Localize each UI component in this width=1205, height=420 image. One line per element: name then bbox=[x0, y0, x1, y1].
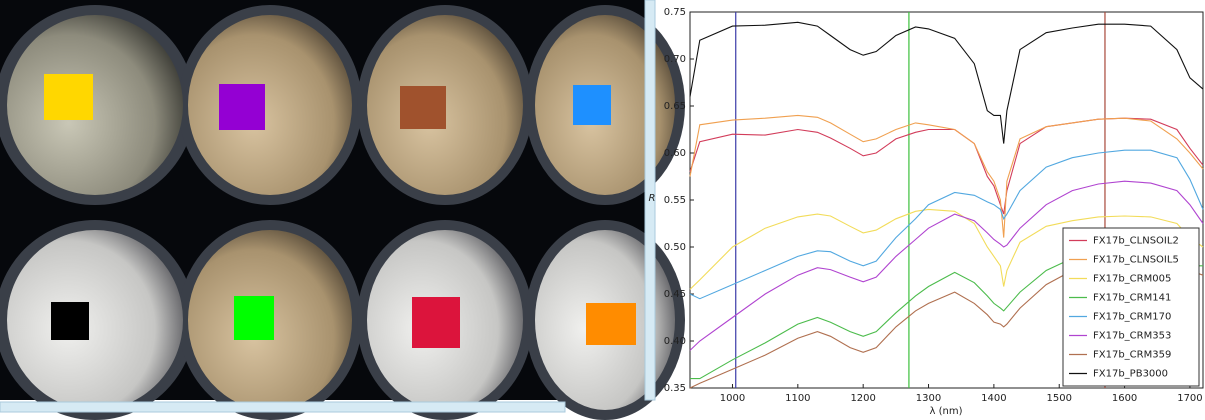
y-tick-label: 0.70 bbox=[664, 54, 686, 65]
x-tick-label: 1300 bbox=[916, 393, 941, 404]
legend-label: FX17b_CRM359 bbox=[1093, 350, 1171, 361]
legend-label: FX17b_CLNSOIL5 bbox=[1093, 255, 1179, 266]
y-tick-label: 0.55 bbox=[664, 195, 686, 206]
legend-label: FX17b_CRM141 bbox=[1093, 293, 1171, 304]
x-tick-label: 1400 bbox=[981, 393, 1006, 404]
y-tick-label: 0.75 bbox=[664, 7, 686, 18]
y-tick-label: 0.65 bbox=[664, 101, 686, 112]
x-tick-label: 1700 bbox=[1177, 393, 1202, 404]
screen-svg: λ (nm) R 0.35 0.40 0.45 0.50 0.55 0.60 0.65 0.7… bbox=[0, 0, 1205, 420]
x-tick-label: 1000 bbox=[720, 393, 745, 404]
x-axis-label: λ (nm) bbox=[930, 406, 963, 417]
x-tick-label: 1500 bbox=[1047, 393, 1072, 404]
legend-label: FX17b_CRM170 bbox=[1093, 312, 1171, 323]
y-axis-label: R bbox=[649, 193, 656, 204]
y-tick-label: 0.50 bbox=[664, 242, 686, 253]
y-tick-label: 0.40 bbox=[664, 336, 686, 347]
legend-label: FX17b_PB3000 bbox=[1093, 369, 1168, 380]
legend-label: FX17b_CRM005 bbox=[1093, 274, 1171, 285]
x-tick-label: 1600 bbox=[1112, 393, 1137, 404]
y-tick-label: 0.45 bbox=[664, 289, 686, 300]
y-tick-label: 0.60 bbox=[664, 148, 686, 159]
screen: λ (nm) R 0.35 0.40 0.45 0.50 0.55 0.60 0.65 0.7… bbox=[0, 0, 1205, 420]
chart: λ (nm) R 0.35 0.40 0.45 0.50 0.55 0.60 0.65 0.7… bbox=[649, 7, 1203, 417]
legend-label: FX17b_CRM353 bbox=[1093, 331, 1171, 342]
legend-label: FX17b_CLNSOIL2 bbox=[1093, 236, 1179, 247]
y-tick-label: 0.35 bbox=[664, 383, 686, 394]
horizontal-scrollbar[interactable] bbox=[0, 402, 565, 412]
legend-box bbox=[1063, 228, 1199, 386]
photo bbox=[0, 0, 685, 420]
x-tick-label: 1100 bbox=[785, 393, 810, 404]
x-tick-label: 1200 bbox=[850, 393, 875, 404]
